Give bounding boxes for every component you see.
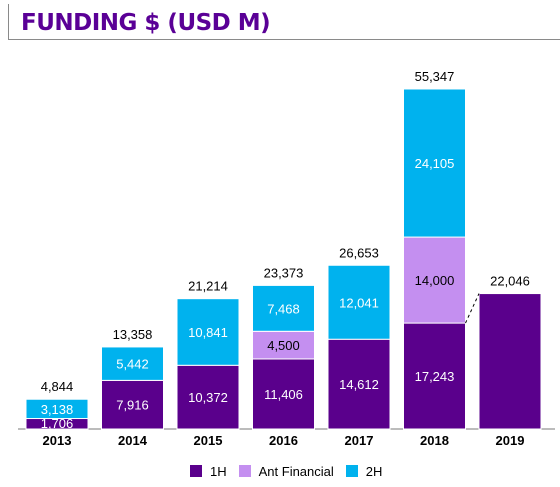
bar-2013-2h [25,398,89,420]
bar-2016-1h [252,358,315,430]
legend-swatch-ant-financial [238,465,251,477]
connector-line [465,293,480,324]
legend-item-ant-financial: Ant Financial [238,463,334,479]
legend-label-ant-financial: Ant Financial [258,463,334,479]
value-label-2017-2h: 12,041 [339,295,379,310]
total-label-2015: 21,214 [188,279,228,294]
bar-2018-2h [403,88,466,238]
legend-item-2h: 2H [345,463,383,479]
value-label-2014-2h: 5,442 [116,357,149,372]
legend-item-1h: 1H [190,464,227,479]
value-label-2016-2h: 7,468 [267,301,300,316]
bar-2014-1h [101,379,164,430]
total-label-2017: 26,653 [339,245,379,260]
bar-2014-2h [101,346,164,381]
legend-swatch-1h [190,465,202,477]
value-label-2013-1h: 1,706 [41,416,74,431]
title-frame: FUNDING $ (USD M) [8,4,560,40]
total-label-2018: 55,347 [415,69,455,84]
bar-2017-2h [327,264,391,340]
value-label-2014-1h: 7,916 [116,398,149,413]
bar-2017-1h [327,338,391,430]
x-tick-2013: 2013 [43,433,72,448]
x-tick-2018: 2018 [420,433,449,448]
total-label-2019: 22,046 [490,274,530,289]
total-label-2013: 4,844 [41,379,74,394]
value-label-2016-ant-financial: 4,500 [267,338,300,353]
value-label-2017-1h: 14,612 [339,377,379,392]
bar-2019-1h [478,293,542,430]
value-label-2015-2h: 10,841 [188,325,228,340]
value-label-2016-1h: 11,406 [264,387,303,402]
value-label-2018-1h: 17,243 [415,369,455,384]
value-label-2018-2h: 24,105 [415,156,455,171]
x-tick-2017: 2017 [345,433,374,448]
bar-2018-ant-financial [403,236,466,324]
value-label-2015-1h: 10,372 [188,390,228,405]
total-label-2016: 23,373 [264,265,304,280]
legend-label-1h: 1H [210,463,227,479]
bar-2015-2h [176,298,240,366]
chart-title: FUNDING $ (USD M) [21,10,271,36]
x-tick-2014: 2014 [118,433,148,448]
bar-2016-2h [252,284,315,332]
value-label-2013-2h: 3,138 [41,402,74,417]
legend-label-2h: 2H [365,463,383,479]
x-tick-2019: 2019 [496,433,525,448]
bar-2015-1h [176,364,240,430]
x-tick-2015: 2015 [194,433,223,448]
legend: 1H Ant Financial 2H [190,463,394,479]
bar-2018-1h [403,322,466,430]
total-label-2014: 13,358 [113,327,153,342]
x-tick-2016: 2016 [269,433,298,448]
value-label-2018-ant-financial: 14,000 [415,273,455,288]
legend-swatch-2h [345,465,358,477]
